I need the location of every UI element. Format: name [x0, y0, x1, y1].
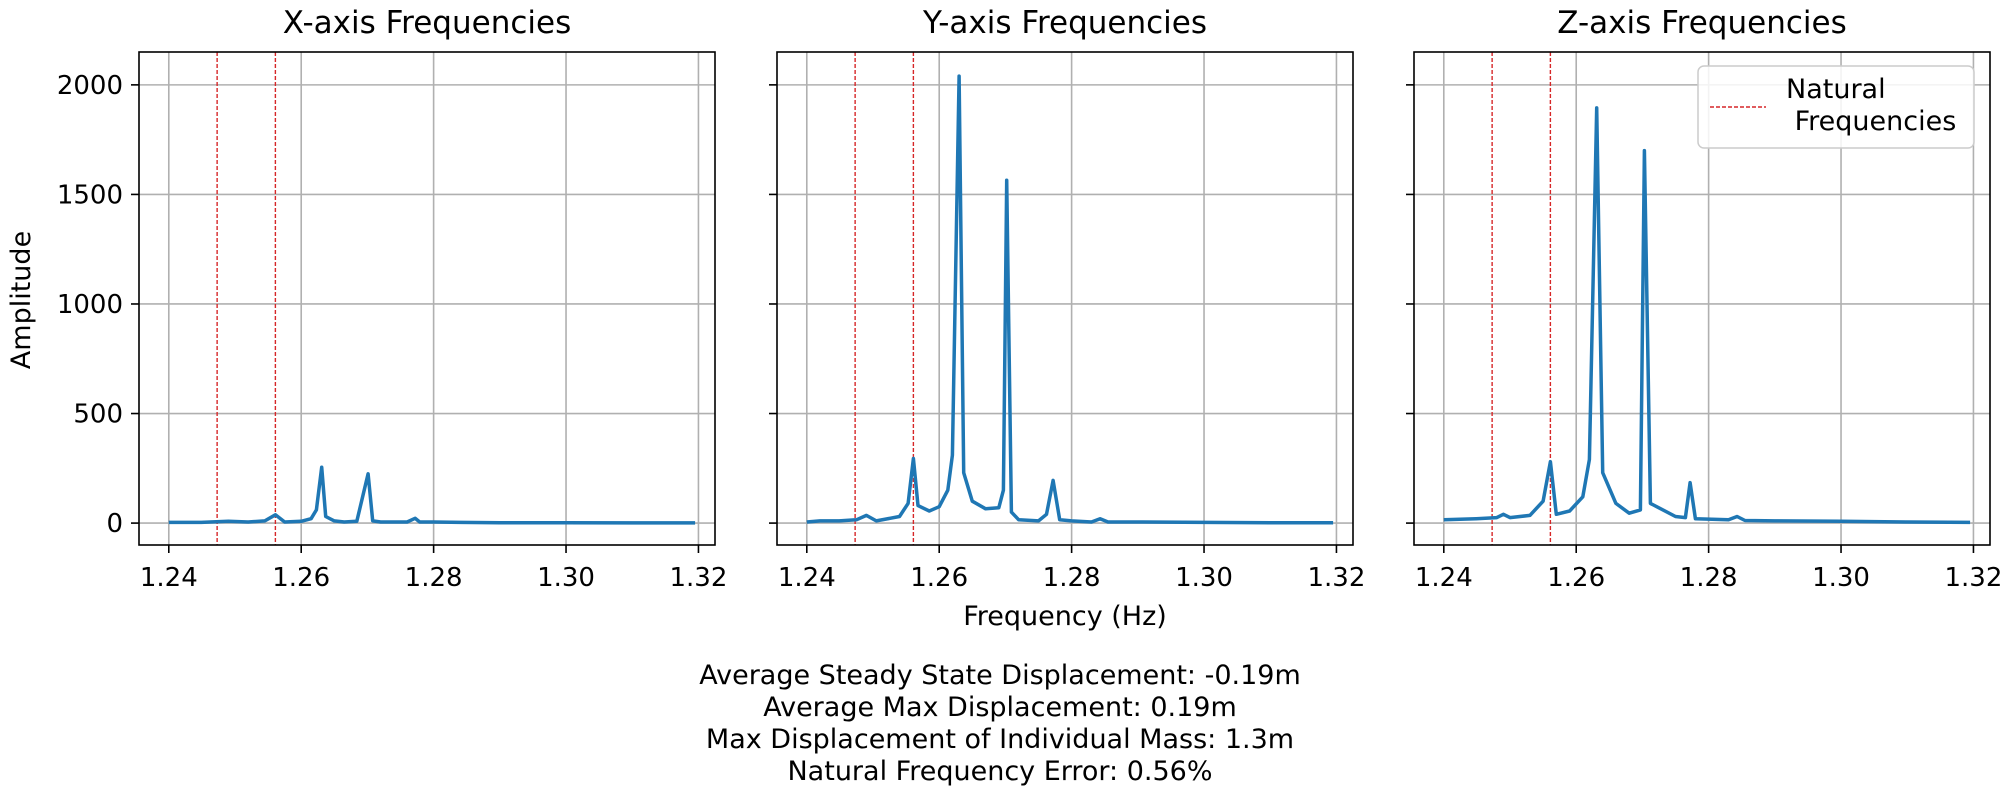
figure: 1.24 1.26 1.28 1.30 1.32 0 500 1000 1500 2000 X-ax…	[6, 5, 2000, 632]
y-axis-label: Amplitude	[6, 231, 37, 369]
summary-freq-error: Natural Frequency Error: 0.56%	[787, 756, 1213, 787]
legend: Natural Frequencies	[1697, 65, 1975, 149]
x-axis-ytick-label: 0	[106, 509, 123, 539]
y-axis-xtick-label: 1.26	[910, 563, 968, 593]
x-axis-ytick-label: 500	[73, 400, 123, 430]
z-axis-xtick-label: 1.28	[1680, 563, 1738, 593]
x-axis-panel-title: X-axis Frequencies	[283, 5, 571, 41]
legend-label-line1: Natural	[1786, 74, 1886, 105]
z-axis-xtick-label: 1.24	[1415, 563, 1473, 593]
x-axis-xtick-label: 1.32	[670, 563, 728, 593]
z-axis-xtick-label: 1.32	[1945, 563, 2000, 593]
summary-steady-state: Average Steady State Displacement: -0.19…	[699, 660, 1301, 691]
legend-box	[1697, 65, 1975, 149]
y-axis-xtick-label: 1.32	[1308, 563, 1366, 593]
x-axis-panel: 1.24 1.26 1.28 1.30 1.32 0 500 1000 1500 2000 X-ax…	[57, 5, 728, 593]
z-axis-xtick-label: 1.30	[1812, 563, 1870, 593]
summary-max-individual: Max Displacement of Individual Mass: 1.3…	[705, 724, 1295, 755]
z-axis-plot-frame	[1413, 51, 1991, 546]
z-axis-xtick-label: 1.26	[1547, 563, 1605, 593]
x-axis-ytick-label: 1500	[57, 180, 123, 210]
y-axis-xtick-label: 1.30	[1175, 563, 1233, 593]
x-axis-ytick-label: 2000	[57, 71, 123, 101]
summary-block: Average Steady State Displacement: -0.19…	[0, 660, 2000, 788]
x-axis-label: Frequency (Hz)	[963, 601, 1167, 632]
y-axis-xtick-label: 1.24	[778, 563, 836, 593]
x-axis-plot-frame	[138, 51, 716, 546]
x-axis-xtick-label: 1.24	[140, 563, 198, 593]
z-axis-amplitude-line	[1443, 106, 1971, 525]
y-axis-panel-title: Y-axis Frequencies	[922, 5, 1207, 41]
y-axis-panel: 1.24 1.26 1.28 1.30 1.32 Y-axis Frequencies	[769, 5, 1365, 593]
y-axis-plot-frame	[776, 51, 1354, 546]
summary-avg-max: Average Max Displacement: 0.19m	[763, 692, 1237, 723]
x-axis-xtick-label: 1.30	[537, 563, 595, 593]
x-axis-ytick-label: 1000	[57, 290, 123, 320]
y-axis-xtick-label: 1.28	[1043, 563, 1101, 593]
legend-label-line2: Frequencies	[1786, 106, 1956, 137]
x-axis-amplitude-line	[168, 465, 696, 525]
x-axis-xtick-label: 1.26	[272, 563, 330, 593]
x-axis-xtick-label: 1.28	[405, 563, 463, 593]
y-axis-amplitude-line	[806, 74, 1334, 525]
z-axis-panel-title: Z-axis Frequencies	[1557, 5, 1846, 41]
